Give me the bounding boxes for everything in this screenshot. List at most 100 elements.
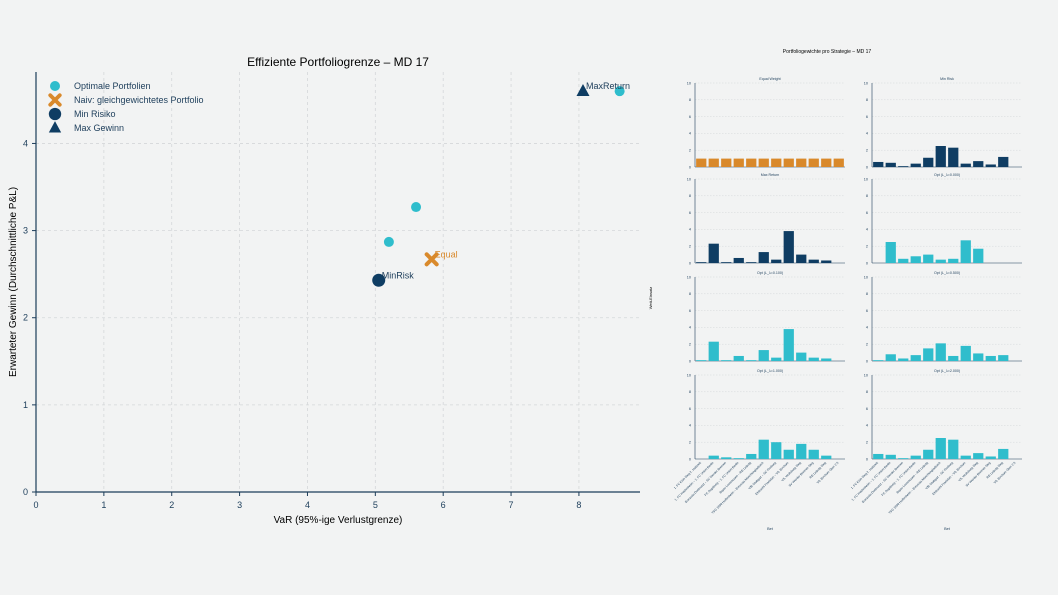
subplot-y-tick-label: 6 (866, 407, 868, 411)
bar (821, 158, 832, 167)
legend-item: Min Risiko (48, 107, 116, 121)
bar (696, 360, 707, 361)
subplot-y-tick-label: 0 (866, 261, 868, 265)
subplot-y-tick-label: 0 (689, 457, 691, 461)
bar (808, 357, 819, 361)
x-tick-label: 3 (237, 500, 242, 510)
subplot-title: Min Risk (940, 77, 954, 81)
bar (885, 242, 896, 263)
bar (948, 258, 959, 263)
bar (985, 456, 996, 459)
subplot-y-tick-label: 2 (689, 343, 691, 347)
bar (885, 354, 896, 361)
panel-title: Portfoliogewichte pro Strategie – MD 17 (783, 49, 872, 55)
bar (821, 358, 832, 361)
bar (935, 343, 946, 361)
bar (796, 352, 807, 361)
bar (758, 350, 769, 361)
bar (758, 252, 769, 263)
subplot-title: Opt (L_λ=0.500) (934, 271, 960, 275)
subplot-y-tick-label: 8 (866, 194, 868, 198)
bar (898, 358, 909, 361)
bar (960, 240, 971, 263)
bar (873, 360, 884, 361)
subplot-y-tick-label: 4 (866, 424, 868, 428)
legend-label: Optimale Portfolien (74, 81, 151, 91)
bar (898, 258, 909, 263)
subplot-y-tick-label: 10 (687, 275, 691, 279)
data-point-circle (614, 86, 625, 97)
bar (973, 248, 984, 263)
subplot-y-tick-label: 8 (866, 292, 868, 296)
axes (32, 72, 640, 496)
bar (998, 355, 1009, 361)
x-tick-label: 6 (441, 500, 446, 510)
bar (771, 259, 782, 263)
subplot-y-tick-label: 2 (866, 245, 868, 249)
subplot-y-tick-label: 4 (866, 132, 868, 136)
legend-marker (50, 81, 60, 91)
x-tick-label: 4 (305, 500, 310, 510)
bar (783, 449, 794, 459)
bar (948, 439, 959, 459)
y-tick-label: 4 (23, 138, 28, 148)
point-label: MaxReturn (586, 81, 630, 91)
bar (708, 341, 719, 361)
data-point-triangle (576, 83, 590, 96)
bar (696, 262, 707, 263)
subplot-title: Opt (L_λ=2.000) (934, 369, 960, 373)
point-label: Equal (435, 249, 458, 259)
bar (733, 458, 744, 459)
subplot-y-tick-label: 6 (689, 211, 691, 215)
bar (746, 360, 757, 361)
bar (758, 439, 769, 459)
x-tick-label: 5 (373, 500, 378, 510)
subplot-y-tick-label: 2 (689, 245, 691, 249)
y-tick-label: 3 (23, 226, 28, 236)
subplot-y-tick-label: 6 (866, 309, 868, 313)
bar (821, 260, 832, 263)
subplot-y-tick-label: 0 (866, 359, 868, 363)
subplot-y-tick-label: 8 (689, 390, 691, 394)
subplot: Equal Weight 0 2 4 6 8 10 (687, 77, 845, 169)
legend: Optimale Portfolien Naiv: gleichgewichtet… (48, 81, 204, 133)
subplot-y-tick-label: 6 (689, 115, 691, 119)
subplot-y-tick-label: 0 (689, 165, 691, 169)
bar (733, 257, 744, 263)
bar (746, 158, 757, 167)
subplot-y-tick-label: 2 (689, 149, 691, 153)
subplot-title: Opt (L_λ=0.100) (757, 271, 783, 275)
bar (708, 455, 719, 459)
bar (771, 442, 782, 459)
bar (885, 454, 896, 459)
bar (898, 166, 909, 167)
x-axis-label: VaR (95%-ige Verlustgrenze) (274, 515, 403, 526)
bar (985, 355, 996, 361)
subplot-y-tick-label: 6 (866, 115, 868, 119)
subplot-y-tick-label: 0 (866, 165, 868, 169)
subplot-y-tick-label: 4 (866, 228, 868, 232)
bar (796, 158, 807, 167)
bar (998, 156, 1009, 167)
bar (821, 455, 832, 459)
subplot-y-tick-label: 10 (687, 373, 691, 377)
bar (910, 355, 921, 361)
subplot-y-tick-label: 0 (689, 359, 691, 363)
y-tick-label: 0 (23, 487, 28, 497)
subplot-y-tick-label: 6 (689, 407, 691, 411)
subplot-y-tick-label: 4 (689, 424, 691, 428)
bar (973, 453, 984, 459)
bar (973, 161, 984, 167)
subplot-y-tick-label: 6 (866, 211, 868, 215)
bar (898, 458, 909, 459)
point-label: MinRisk (382, 270, 415, 280)
chart-title: Effiziente Portfoliogrenze – MD 17 (247, 55, 429, 69)
subplot-y-tick-label: 10 (687, 81, 691, 85)
bar (910, 455, 921, 459)
data-point-circle (383, 236, 394, 247)
subplot: Min Risk 0 2 4 6 8 10 (864, 77, 1022, 169)
subplot-title: Max Return (761, 173, 780, 177)
legend-marker (48, 121, 62, 133)
bar (771, 357, 782, 361)
